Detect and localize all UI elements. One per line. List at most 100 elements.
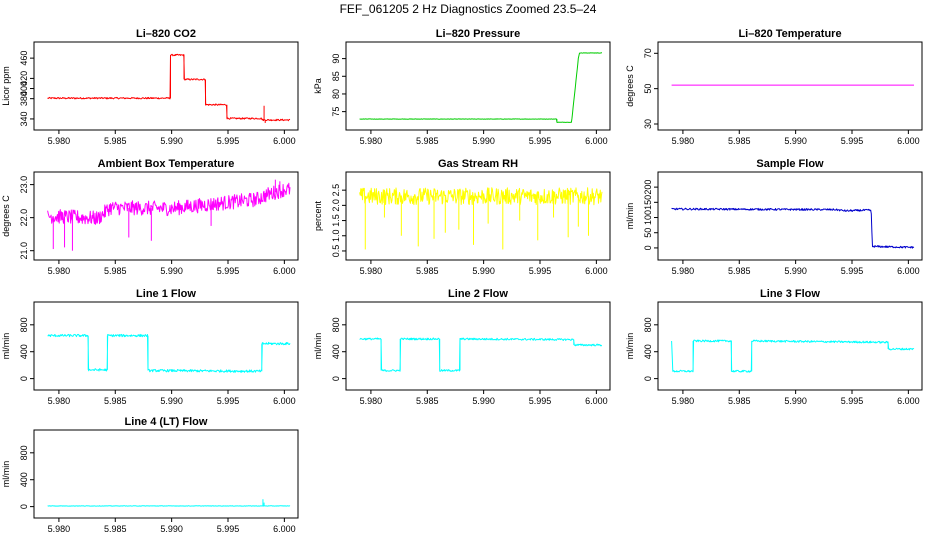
x-tick-label: 5.990 bbox=[160, 524, 183, 534]
y-tick-label: 400 bbox=[331, 344, 341, 359]
y-tick-label: 90 bbox=[331, 54, 341, 64]
panel-2: Li–820 Pressure kPa 5.980 5.985 5.990 5.995 6.… bbox=[313, 28, 611, 146]
y-tick-label: 70 bbox=[643, 48, 653, 58]
x-tick-label: 5.980 bbox=[672, 266, 695, 276]
plot-frame bbox=[345, 41, 611, 131]
y-axis-label: ml/min bbox=[1, 333, 11, 360]
panel-title: Ambient Box Temperature bbox=[98, 158, 235, 170]
x-tick-label: 6.000 bbox=[273, 136, 296, 146]
x-tick-label: 5.990 bbox=[472, 136, 495, 146]
plot-frame bbox=[33, 41, 299, 131]
x-tick-label: 6.000 bbox=[897, 396, 920, 406]
y-tick-label: 85 bbox=[331, 71, 341, 81]
x-tick-label: 5.990 bbox=[472, 266, 495, 276]
y-tick-label: 2.0 bbox=[331, 199, 341, 212]
y-tick-label: 400 bbox=[19, 81, 29, 96]
panel-title: Li–820 CO2 bbox=[136, 28, 196, 40]
y-axis-label: percent bbox=[313, 200, 323, 231]
y-tick-label: 800 bbox=[19, 317, 29, 332]
series-line bbox=[47, 333, 291, 373]
panel-title: Line 4 (LT) Flow bbox=[125, 416, 208, 428]
panel-title: Gas Stream RH bbox=[438, 158, 518, 170]
x-tick-label: 5.990 bbox=[784, 266, 807, 276]
x-tick-label: 5.980 bbox=[48, 396, 71, 406]
y-tick-label: 1.0 bbox=[331, 230, 341, 243]
x-tick-label: 5.980 bbox=[360, 136, 383, 146]
y-axis-label: degrees C bbox=[1, 195, 11, 237]
y-tick-label: 0 bbox=[643, 376, 653, 381]
panel-7: Line 1 Flow ml/min 5.980 5.985 5.990 5.995 6.0… bbox=[1, 288, 299, 406]
panel-4: Ambient Box Temperature degrees C 5.980 5.9… bbox=[1, 158, 299, 276]
series-line bbox=[359, 187, 603, 206]
panel-10: Line 4 (LT) Flow ml/min 5.980 5.985 5.990 5.9… bbox=[1, 416, 299, 534]
y-tick-label: 50 bbox=[643, 228, 653, 238]
x-tick-label: 5.980 bbox=[360, 266, 383, 276]
x-tick-label: 5.980 bbox=[360, 396, 383, 406]
y-axis-label: ml/min bbox=[625, 333, 635, 360]
x-tick-label: 6.000 bbox=[273, 266, 296, 276]
y-tick-label: 21.0 bbox=[19, 242, 29, 260]
series-line bbox=[671, 207, 915, 249]
panel-6: Sample Flow ml/min 5.980 5.985 5.990 5.995 6.0… bbox=[625, 158, 923, 276]
x-tick-label: 5.980 bbox=[672, 136, 695, 146]
y-tick-label: 80 bbox=[331, 89, 341, 99]
plot-frame bbox=[657, 41, 923, 131]
plot-frame bbox=[345, 171, 611, 261]
series-line bbox=[359, 52, 602, 123]
x-tick-label: 5.990 bbox=[472, 396, 495, 406]
x-tick-label: 6.000 bbox=[897, 266, 920, 276]
plot-frame bbox=[33, 301, 299, 391]
x-tick-label: 5.995 bbox=[841, 266, 864, 276]
y-tick-label: 200 bbox=[643, 180, 653, 195]
panel-5: Gas Stream RH percent 5.980 5.985 5.990 5.995… bbox=[313, 158, 611, 276]
x-tick-label: 5.985 bbox=[416, 136, 439, 146]
panel-3: Li–820 Temperature degrees C 5.980 5.985 5.9… bbox=[625, 28, 923, 146]
y-tick-label: 1.5 bbox=[331, 214, 341, 227]
y-tick-label: 800 bbox=[19, 445, 29, 460]
plot-frame bbox=[657, 301, 923, 391]
x-tick-label: 6.000 bbox=[585, 266, 608, 276]
y-tick-label: 340 bbox=[19, 111, 29, 126]
y-axis-label: Licor ppm bbox=[1, 66, 11, 106]
panel-1: Li–820 CO2 Licor ppm 5.980 5.985 5.990 5.995 6… bbox=[1, 28, 299, 146]
x-tick-label: 6.000 bbox=[585, 136, 608, 146]
y-tick-label: 460 bbox=[19, 51, 29, 66]
plot-frame bbox=[33, 429, 299, 519]
y-tick-label: 800 bbox=[643, 317, 653, 332]
panel-title: Line 1 Flow bbox=[136, 288, 196, 300]
x-tick-label: 6.000 bbox=[585, 396, 608, 406]
y-tick-label: 23.0 bbox=[19, 176, 29, 194]
x-tick-label: 5.995 bbox=[217, 396, 240, 406]
x-tick-label: 5.985 bbox=[104, 524, 127, 534]
x-tick-label: 5.985 bbox=[728, 266, 751, 276]
panel-title: Sample Flow bbox=[756, 158, 824, 170]
x-tick-label: 5.985 bbox=[104, 266, 127, 276]
y-tick-label: 0.5 bbox=[331, 245, 341, 258]
x-tick-label: 5.995 bbox=[217, 136, 240, 146]
y-tick-label: 50 bbox=[643, 84, 653, 94]
x-tick-label: 5.990 bbox=[160, 396, 183, 406]
y-axis-label: ml/min bbox=[625, 203, 635, 230]
panel-8: Line 2 Flow ml/min 5.980 5.985 5.990 5.995 6.0… bbox=[313, 288, 611, 406]
x-tick-label: 5.995 bbox=[841, 396, 864, 406]
y-axis-label: degrees C bbox=[625, 65, 635, 107]
panel-9: Line 3 Flow ml/min 5.980 5.985 5.990 5.995 6.0… bbox=[625, 288, 923, 406]
y-tick-label: 75 bbox=[331, 107, 341, 117]
x-tick-label: 5.985 bbox=[416, 396, 439, 406]
y-tick-label: 2.5 bbox=[331, 184, 341, 197]
x-tick-label: 5.990 bbox=[160, 136, 183, 146]
panel-title: Li–820 Temperature bbox=[738, 28, 841, 40]
x-tick-label: 5.995 bbox=[841, 136, 864, 146]
x-tick-label: 5.995 bbox=[529, 266, 552, 276]
series-line bbox=[671, 339, 915, 373]
x-tick-label: 5.985 bbox=[104, 396, 127, 406]
plot-frame bbox=[657, 171, 923, 261]
y-tick-label: 0 bbox=[19, 376, 29, 381]
x-tick-label: 5.980 bbox=[672, 396, 695, 406]
y-axis-label: kPa bbox=[313, 78, 323, 94]
x-tick-label: 6.000 bbox=[273, 396, 296, 406]
x-tick-label: 5.990 bbox=[784, 136, 807, 146]
y-tick-label: 0 bbox=[643, 245, 653, 250]
plot-frame bbox=[33, 171, 299, 261]
